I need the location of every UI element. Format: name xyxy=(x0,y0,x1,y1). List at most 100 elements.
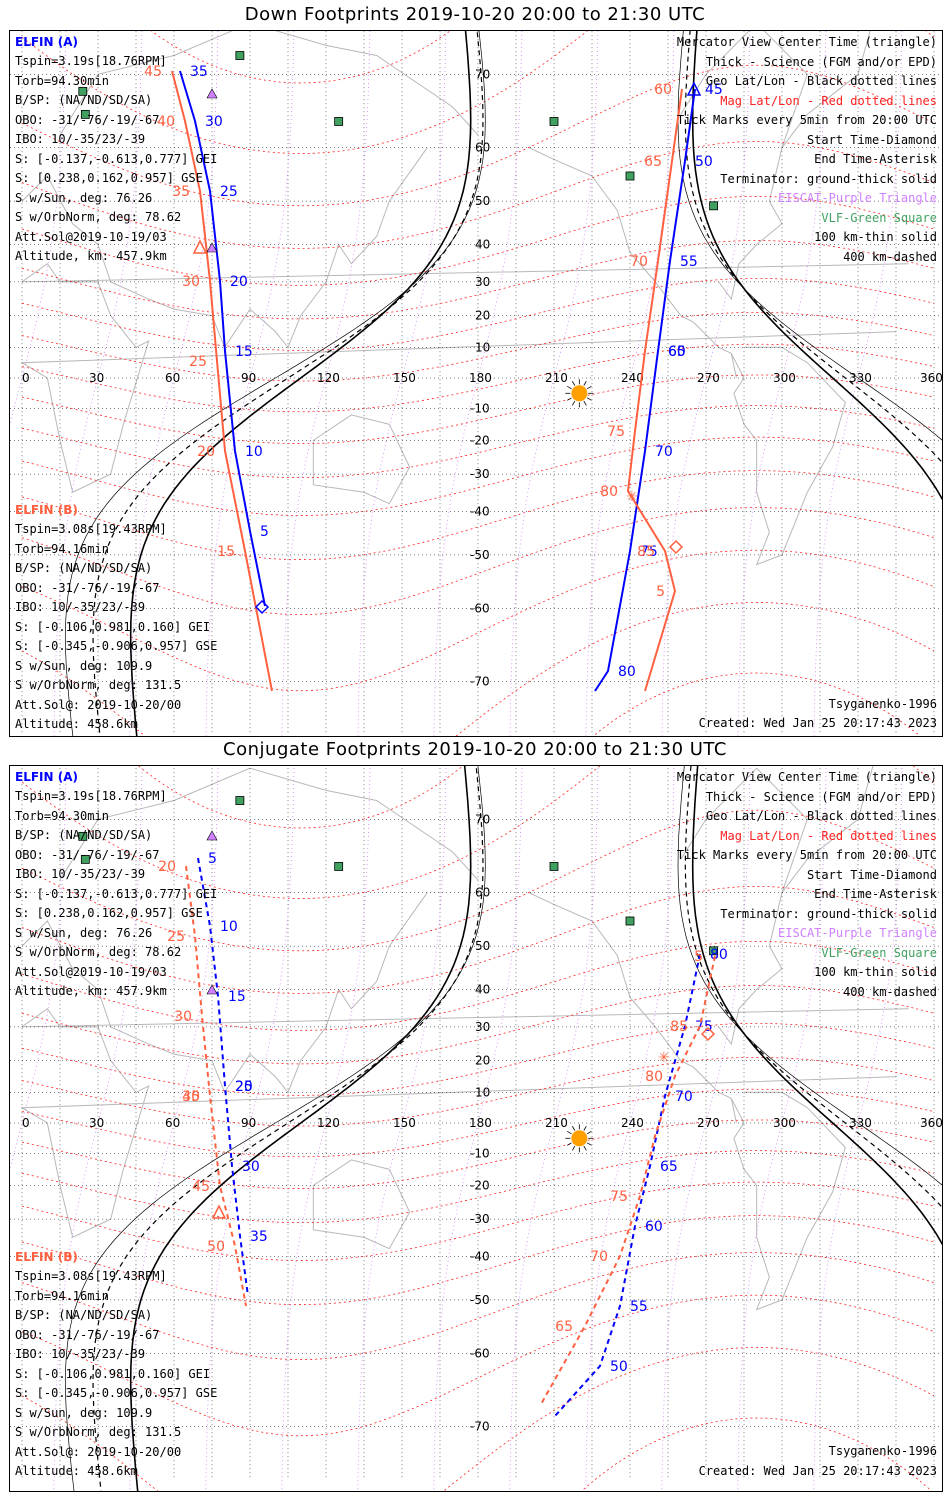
eiscat-triangle xyxy=(206,88,218,99)
lon-tick-label: 270 xyxy=(697,1116,720,1130)
elfin-a-line: S: [-0.137,-0.613,0.777] GEI xyxy=(15,886,218,901)
coastline xyxy=(312,1159,411,1250)
lat-tick-label: -10 xyxy=(470,1147,490,1161)
elfin-a-line: S w/Sun, deg: 76.26 xyxy=(15,190,153,205)
vlf-station-marker xyxy=(78,86,88,96)
lon-tick-label: 360 xyxy=(920,1116,942,1130)
mag-parallel xyxy=(21,507,935,616)
lon-tick-label: 210 xyxy=(545,371,568,385)
terminator-line xyxy=(92,766,484,1491)
lat-tick-label: 60 xyxy=(475,141,490,155)
elfin-a-track-label: 35 xyxy=(250,1229,268,1245)
terminator-line xyxy=(64,766,486,1491)
elfin-b-line: S w/OrbNorm, deg: 131.5 xyxy=(15,1425,182,1439)
elfin-b-track-label: 35 xyxy=(172,184,190,200)
mag-parallel xyxy=(21,405,935,478)
lon-tick-label: 330 xyxy=(849,1116,872,1130)
mag-parallel xyxy=(21,1347,935,1491)
sun-marker xyxy=(571,385,588,402)
sun-ray xyxy=(586,1142,592,1146)
elfin-a-header: ELFIN (A) xyxy=(15,35,78,49)
lon-tick-label: 240 xyxy=(621,1116,644,1130)
elfin-a-line: B/SP: (NA/ND/SD/SA) xyxy=(15,93,153,107)
center-time-triangle xyxy=(686,81,702,96)
elfin-b-line: S w/Sun, deg: 109.9 xyxy=(15,1405,153,1420)
mag-parallel xyxy=(21,374,935,445)
elfin-a-track-east-label: 60 xyxy=(668,344,686,360)
legend: Mercator View Center Time (triangle) Thi… xyxy=(677,33,937,267)
lat-tick-label: -40 xyxy=(470,1250,490,1264)
mag-meridian xyxy=(661,31,751,736)
lon-tick-label: 180 xyxy=(469,371,492,385)
legend-item: Thick - Science (FGM and/or EPD) xyxy=(705,789,937,804)
elfin-b-track-east-label: 65 xyxy=(644,154,662,170)
mag-parallel xyxy=(21,985,935,1065)
mag-meridian xyxy=(53,766,143,1491)
elfin-a-track-east-label: 70 xyxy=(655,444,673,460)
mag-meridian xyxy=(737,31,827,736)
mag-meridian xyxy=(509,31,599,736)
mag-parallel xyxy=(21,140,935,249)
center-time-triangle xyxy=(211,1204,227,1219)
model-label: Tsyganenko-1996 xyxy=(828,697,937,711)
elfin-a-line: S: [-0.137,-0.613,0.777] GEI xyxy=(15,151,218,166)
elfin-a-track-label: 5 xyxy=(208,851,217,867)
elfin-b-line: B/SP: (NA/ND/SD/SA) xyxy=(15,561,153,575)
elfin-b-track-east-label: 5 xyxy=(656,584,665,600)
lat-tick-label: -60 xyxy=(470,1346,490,1360)
elfin-b-track-east-label: 85 xyxy=(637,544,655,560)
mag-parallel xyxy=(21,240,935,320)
mag-parallel xyxy=(21,343,935,413)
mag-parallel xyxy=(21,885,935,994)
elfin-a-track-label: 20 xyxy=(235,1079,253,1095)
legend: Mercator View Center Time (triangle) Thi… xyxy=(677,768,937,1002)
lat-tick-label: 70 xyxy=(475,67,490,81)
terminator-line xyxy=(691,31,942,501)
elfin-b-track-label: 35 xyxy=(182,1089,200,1105)
lon-tick-label: 90 xyxy=(241,371,256,385)
elfin-b-line: IBO: 10/-35/23/-39 xyxy=(15,600,146,614)
legend-item: Mercator View Center Time (triangle) xyxy=(676,770,937,784)
elfin-a-line: Altitude, km: 457.9km xyxy=(15,984,167,998)
lat-tick-label: 30 xyxy=(475,275,490,289)
elfin-a-track-label: 30 xyxy=(242,1159,260,1175)
lat-tick-label: 20 xyxy=(475,309,490,323)
elfin-a-line: S w/OrbNorm, deg: 78.62 xyxy=(15,210,182,224)
terminator-line xyxy=(677,766,942,1186)
lat-tick-label: -50 xyxy=(470,1293,490,1307)
mag-meridian xyxy=(357,766,447,1491)
sun-ray xyxy=(571,1125,576,1131)
elfin-b-header: ELFIN (B) xyxy=(15,1250,78,1264)
elfin-a-line: S w/OrbNorm, deg: 78.62 xyxy=(15,945,182,959)
mag-parallel xyxy=(21,278,935,351)
elfin-b-line: Att.Sol@: 2019-10-20/00 xyxy=(15,1444,182,1459)
elfin-a-track-east-label: 75 xyxy=(640,544,658,560)
mag-parallel xyxy=(21,1294,935,1437)
elfin-a-line: S: [0.238,0.162,0.957] GSE xyxy=(15,171,203,185)
lat-tick-label: -60 xyxy=(470,601,490,615)
coastline xyxy=(20,1008,909,1238)
elfin-b-track-east-label: 75 xyxy=(607,424,625,440)
coastline xyxy=(528,892,737,1124)
end-asterisk: ✳ xyxy=(626,489,638,505)
legend-item: VLF-Green Square xyxy=(821,210,937,225)
elfin-b-track-east-label: 70 xyxy=(630,254,648,270)
mag-parallel xyxy=(21,1119,935,1190)
lon-tick-label: 330 xyxy=(849,371,872,385)
elfin-a-header: ELFIN (A) xyxy=(15,770,78,784)
lon-tick-label: 240 xyxy=(621,371,644,385)
mag-parallel xyxy=(21,1181,935,1261)
lon-tick-label: 0 xyxy=(22,1116,30,1130)
mag-meridian xyxy=(281,766,371,1491)
elfin-a-line: Altitude, km: 457.9km xyxy=(15,249,167,263)
mag-parallel xyxy=(21,809,935,952)
elfin-b-line: B/SP: (NA/ND/SD/SA) xyxy=(15,1308,153,1322)
lat-tick-label: -40 xyxy=(470,505,490,519)
mag-parallel xyxy=(21,1023,935,1096)
elfin-b-track-east xyxy=(626,88,683,692)
lon-tick-label: 210 xyxy=(545,1116,568,1130)
elfin-a-line: Torb=94.30min xyxy=(15,808,109,823)
sun-ray xyxy=(586,397,592,401)
lon-tick-label: 60 xyxy=(165,1116,180,1130)
elfin-a-line: S w/Sun, deg: 76.26 xyxy=(15,925,153,940)
